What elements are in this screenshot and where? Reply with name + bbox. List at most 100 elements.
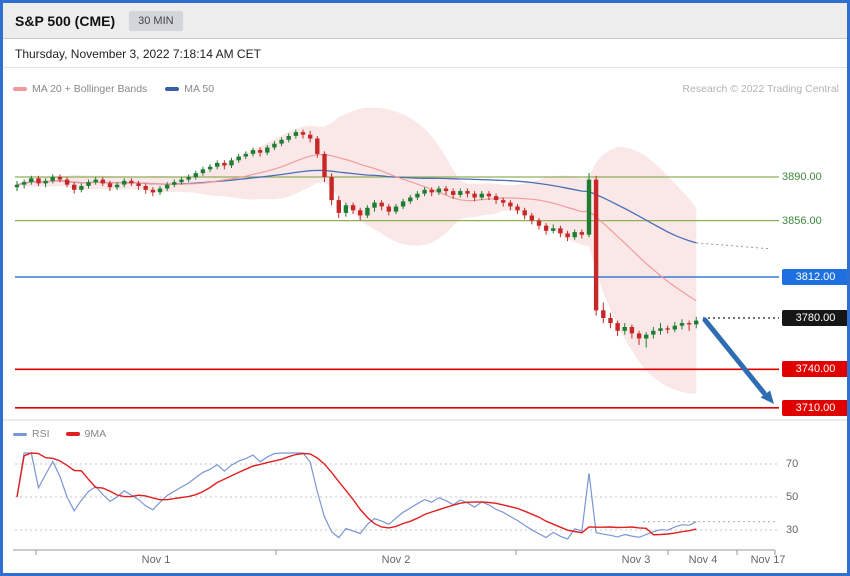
candle-body (114, 184, 120, 188)
candle-body (665, 328, 670, 330)
rsi-legend-row: RSI 9MA (13, 428, 106, 440)
datetime-text: Thursday, November 3, 2022 7:18:14 AM CE… (15, 47, 261, 61)
x-axis-label-nov1: Nov 1 (141, 554, 171, 566)
candle-body (329, 177, 334, 201)
candle-body (651, 330, 656, 335)
candle-body (479, 193, 484, 198)
rsi-tick-70: 70 (786, 458, 799, 470)
candle-body (186, 177, 191, 180)
legend-ma50-label: MA 50 (184, 83, 215, 95)
timeframe-badge[interactable]: 30 MIN (129, 10, 183, 31)
candle-body (579, 232, 584, 235)
candle-body (422, 189, 427, 194)
candle-body (501, 200, 506, 203)
legend-rsi-label: RSI (32, 428, 50, 440)
candle-body (436, 188, 442, 193)
candle-body (322, 153, 327, 177)
candle-body (458, 191, 463, 195)
candle-body (644, 334, 649, 339)
x-axis-label-nov2: Nov 2 (381, 554, 411, 566)
candle-body (86, 182, 91, 186)
price-label-3856: 3856.00 (782, 215, 822, 227)
x-axis-label-nov17: Nov 17 (750, 554, 786, 566)
candle-body (529, 215, 534, 221)
candle-body (365, 207, 370, 216)
candle-body (558, 228, 563, 234)
candle-body (393, 206, 399, 212)
candle-body (93, 179, 98, 183)
candle-body (515, 206, 520, 211)
candle-body (21, 182, 27, 185)
page-title: S&P 500 (CME) (15, 12, 116, 29)
rsi-line (16, 452, 697, 540)
candle-body (308, 134, 313, 139)
candle-body (408, 197, 413, 202)
candle-body (679, 323, 685, 326)
candle-body (243, 153, 248, 157)
ma50-projection-dotted (696, 242, 772, 250)
rsi-tick-30: 30 (786, 524, 799, 536)
candle-body (694, 320, 699, 325)
candle-body (486, 193, 492, 197)
candle-body (415, 193, 420, 198)
candle-body (107, 183, 113, 188)
rsi-9ma-line (16, 452, 697, 536)
candle-body (372, 202, 377, 208)
candle-body (279, 139, 284, 144)
rsi-swatch-icon (13, 432, 27, 436)
candle-body (565, 233, 570, 238)
candle-body (593, 179, 599, 311)
legend-ma20-bollinger: MA 20 + Bollinger Bands (13, 83, 147, 95)
candle-body (57, 177, 63, 180)
candle-body (315, 138, 320, 154)
candle-body (29, 178, 34, 183)
legend-ma20-label: MA 20 + Bollinger Bands (32, 83, 148, 95)
candle-body (79, 186, 84, 190)
candle-body (64, 179, 70, 185)
candle-body (222, 162, 227, 166)
candle-body (143, 186, 148, 190)
price-badge-3812: 3812.00 (782, 269, 847, 285)
candle-body (72, 184, 77, 190)
projection-arrow-shaft (702, 317, 767, 396)
candle-body (100, 179, 105, 184)
candle-body (586, 179, 592, 235)
candle-body (622, 327, 627, 331)
candle-body (265, 147, 270, 153)
candle-body (300, 132, 306, 135)
legend-row: MA 20 + Bollinger Bands MA 50 Research ©… (13, 83, 839, 95)
candle-body (543, 225, 549, 231)
research-credit: Research © 2022 Trading Central (682, 83, 839, 95)
candle-body (672, 325, 677, 330)
candle-body (129, 180, 134, 184)
candle-body (122, 180, 127, 185)
datetime-bar: Thursday, November 3, 2022 7:18:14 AM CE… (3, 40, 847, 68)
candle-body (536, 220, 542, 226)
projection-arrow-head (760, 390, 774, 404)
candle-body (443, 188, 449, 192)
title-bar: S&P 500 (CME) 30 MIN (3, 3, 847, 39)
candle-body (250, 150, 256, 154)
candle-body (508, 202, 513, 207)
candle-body (150, 189, 156, 193)
candle-body (379, 202, 384, 207)
candle-body (43, 180, 48, 184)
candle-body (465, 191, 470, 194)
candle-body (601, 310, 606, 318)
candle-body (358, 210, 363, 216)
candle-body (215, 162, 220, 167)
candle-body (172, 182, 177, 185)
chart-canvas (3, 107, 847, 555)
price-label-3890: 3890.00 (782, 171, 822, 183)
candle-body (193, 173, 198, 177)
candle-body (336, 200, 341, 213)
legend-9ma: 9MA (65, 428, 107, 440)
candle-body (50, 177, 55, 181)
legend-9ma-label: 9MA (84, 428, 107, 440)
candle-body (658, 328, 663, 331)
candle-body (165, 184, 170, 189)
price-badge-3740: 3740.00 (782, 361, 847, 377)
candle-body (615, 323, 620, 331)
price-badge-3710: 3710.00 (782, 400, 847, 416)
